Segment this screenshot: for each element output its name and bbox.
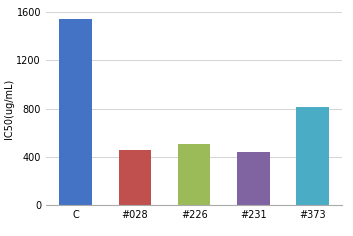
Bar — [119, 150, 151, 205]
Y-axis label: IC50(ug/mL): IC50(ug/mL) — [4, 78, 14, 139]
Bar — [297, 107, 329, 205]
Bar — [178, 144, 210, 205]
Bar — [237, 152, 270, 205]
Bar — [59, 19, 92, 205]
